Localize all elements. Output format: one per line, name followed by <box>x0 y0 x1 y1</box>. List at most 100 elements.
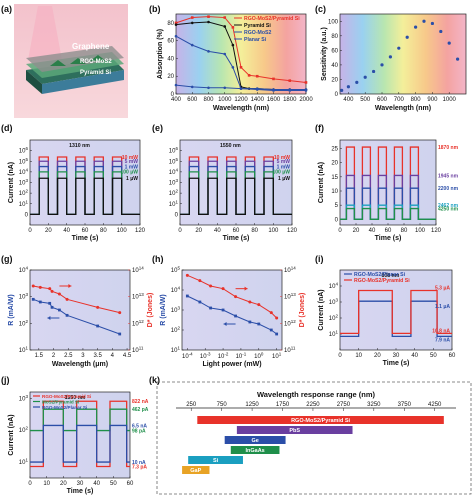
data-point <box>255 74 259 78</box>
chart-f: 0 20 40 60 80 100 120 0 5 10 15 20 25 Time (s) Current… <box>318 139 459 242</box>
plot-frame <box>181 269 283 351</box>
level-label: 1 mW <box>277 164 291 170</box>
x-tick-label: 700 <box>394 97 405 103</box>
tick-label: 20 <box>331 161 338 167</box>
pyramid-si-side <box>26 70 42 94</box>
level-label: 1 mW <box>125 164 139 170</box>
x-tick-label: 40 <box>93 481 100 487</box>
tick-label: 102 <box>19 189 29 198</box>
data-point <box>272 77 275 81</box>
level-label: 10 mW <box>122 155 138 161</box>
chart-j: 0 10 20 30 40 50 60 101 102 103 Time (s) Current (n… <box>8 391 149 495</box>
x-tick-label: 1600 <box>267 97 281 103</box>
panel-label-e: (e) <box>152 123 163 133</box>
x-tick-label: 20 <box>45 228 52 234</box>
y-axis-label: Sensitivity (a.u.) <box>321 27 328 81</box>
pyramid-shape <box>50 60 66 66</box>
tick-label: 105 <box>19 157 29 166</box>
y-tick-label: 20 <box>167 74 174 80</box>
range-bar <box>188 456 243 464</box>
y-tick-label: 0 <box>171 92 175 98</box>
data-point <box>174 21 178 25</box>
y-axis-label: Absorption (%) <box>157 29 164 79</box>
data-point <box>388 55 392 59</box>
panel-label-c: (c) <box>315 4 326 14</box>
panel-label-a: (a) <box>1 4 12 14</box>
data-point <box>38 300 42 304</box>
x-tick-label: 120 <box>431 228 442 234</box>
tick-label: 1011 <box>284 346 296 355</box>
pyramid-si-front <box>42 70 124 94</box>
y-axis-label: Current (nA) <box>8 414 15 455</box>
data-point <box>221 287 225 291</box>
data-point <box>221 308 225 312</box>
tick-label: 103 <box>19 292 29 301</box>
tick-label: 101 <box>19 346 29 355</box>
x-tick-label: 30 <box>393 353 400 359</box>
x-tick-label: 40 <box>63 228 70 234</box>
range-label: GaP <box>190 468 201 474</box>
x-axis-label: Wavelength (nm) <box>375 105 431 112</box>
x-tick-label: 900 <box>427 97 438 103</box>
x-tick-label: 3 <box>81 353 85 359</box>
tick-label: 104 <box>171 286 181 295</box>
off-current-label: 10.8 nA <box>432 328 450 334</box>
series-line <box>30 400 130 468</box>
data-point <box>275 332 279 336</box>
data-point <box>190 21 194 25</box>
y-axis-label: Current (nA) <box>318 162 325 203</box>
tick-label: 103 <box>171 306 181 315</box>
x-tick-label: 120 <box>135 228 146 234</box>
data-point <box>269 328 273 332</box>
x-tick-label: 60 <box>82 228 89 234</box>
chart-g: 1.5 2 2.5 3 3.5 4 4.5 101 102 103 104 1011 1012 1013 1… <box>8 266 154 369</box>
data-point <box>48 301 52 305</box>
off-current-label: 7.3 pA <box>132 465 147 471</box>
panel-a-illustration: Graphene RGO-MoS2 Pyramid Si <box>14 4 128 118</box>
x-tick-label: 1250 <box>245 402 259 408</box>
x-tick-label: 50 <box>430 353 437 359</box>
x-tick-label: 80 <box>401 228 408 234</box>
data-point <box>231 26 235 29</box>
x-tick-label: 400 <box>343 97 354 103</box>
graphene-layer <box>26 46 124 72</box>
off-current-label: 98 pA <box>132 429 146 435</box>
x-axis-label: Wavelength (μm) <box>52 361 108 368</box>
on-current-label: 6.5 nA <box>132 423 147 429</box>
x-tick-label: 1000 <box>443 97 457 103</box>
x-tick-label: 80 <box>251 228 258 234</box>
off-current-label: 7.9 nA <box>435 337 450 343</box>
data-point <box>190 85 194 89</box>
x-tick-label: 0 <box>28 228 32 234</box>
graphene-label: Graphene <box>72 42 110 51</box>
series-line <box>30 424 130 463</box>
x-tick-label: 0 <box>178 228 182 234</box>
tick-label: 1012 <box>132 319 144 328</box>
x-tick-label: 2250 <box>306 402 320 408</box>
data-point <box>275 316 279 320</box>
y-tick-label: 60 <box>331 48 338 54</box>
x-tick-label: 3250 <box>367 402 381 408</box>
chart-k: Wavelength response range (nm) 250 750 1250… <box>176 390 456 474</box>
tick-label: 102 <box>169 189 179 198</box>
tick-label: 10-2 <box>218 352 229 361</box>
x-tick-label: 4 <box>111 353 115 359</box>
x-tick-label: 20 <box>353 228 360 234</box>
tick-label: 0 <box>335 217 339 223</box>
data-point <box>96 305 100 309</box>
tick-label: 101 <box>171 346 181 355</box>
level-label: 1 μW <box>126 176 138 182</box>
data-point <box>209 306 212 310</box>
data-point <box>363 75 367 79</box>
tick-label: 102 <box>19 319 29 328</box>
tick-label: 101 <box>329 330 339 339</box>
plot-frame <box>29 269 131 351</box>
data-point <box>247 74 251 77</box>
data-point <box>380 63 384 67</box>
x-tick-label: 800 <box>203 97 214 103</box>
data-point <box>58 308 61 312</box>
tick-label: 103 <box>329 298 339 307</box>
data-point <box>207 20 210 24</box>
data-point <box>50 305 54 309</box>
